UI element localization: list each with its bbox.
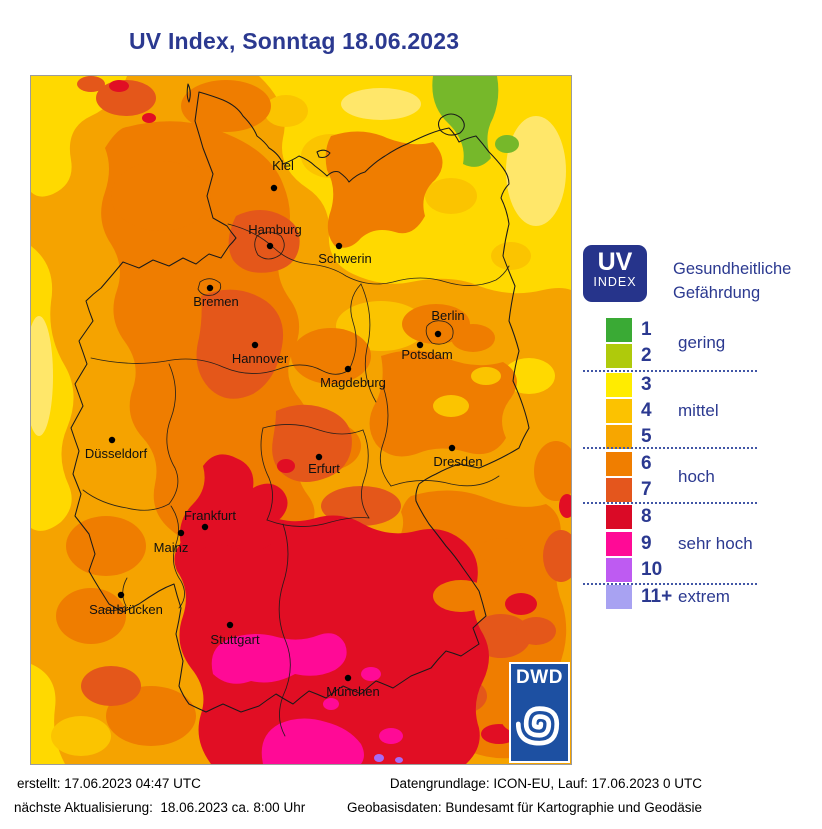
dwd-logo-text: DWD [516,667,563,688]
city-label: München [326,684,379,699]
legend-row: 1 [606,318,652,342]
legend-value: 2 [641,345,652,366]
legend-row: 5 [606,425,652,449]
city-dot [270,184,278,192]
city-markers: Kiel Hamburg Schwerin Bremen Berlin Pots… [85,158,483,699]
uv-field-islands [51,244,501,756]
city-label: Mainz [154,540,189,555]
dwd-logo: DWD [509,662,570,763]
city-label: Schwerin [318,251,371,266]
legend-swatch [606,318,632,342]
legend-row: 8 [606,505,652,529]
legend-value: 3 [641,374,652,395]
city-label: Saarbrücken [89,602,163,617]
city-dot [226,621,234,629]
city-label: Potsdam [401,347,452,362]
city-label: Dresden [433,454,482,469]
legend-swatch [606,452,632,476]
legend-value: 5 [641,426,652,447]
legend-value: 7 [641,479,652,500]
legend-value: 8 [641,506,652,527]
legend-row: 6 [606,452,652,476]
city-dot [108,436,116,444]
legend-row: 9 [606,532,652,556]
footer-geo-source: Geobasisdaten: Bundesamt für Kartographi… [347,800,702,815]
legend-heading-line1: Gesundheitliche [673,260,792,278]
uv-field-violet [374,754,403,763]
city-label: Berlin [431,308,464,323]
legend-swatch [606,373,632,397]
legend-swatch [606,478,632,502]
legend-value: 4 [641,400,652,421]
legend-value: 9 [641,533,652,554]
legend-value: 11+ [641,586,673,607]
city-dot [344,674,352,682]
uv-field-svg: Kiel Hamburg Schwerin Bremen Berlin Pots… [31,76,571,764]
legend-row: 11+ [606,585,672,609]
city-dot [434,330,442,338]
legend-heading: Gesundheitliche Gefährdung [673,257,791,305]
legend-value: 1 [641,319,652,340]
legend-swatch [606,505,632,529]
legend-heading-line2: Gefährdung [673,284,761,302]
legend-separator [583,583,757,585]
legend-row: 2 [606,344,652,368]
legend-category: mittel [678,401,719,420]
footer-data-source: Datengrundlage: ICON-EU, Lauf: 17.06.202… [389,776,702,791]
uv-field-green [432,76,519,167]
city-label: Hamburg [248,222,301,237]
city-label: Bremen [193,294,239,309]
legend-swatch [606,344,632,368]
uv-badge-top: UV [597,248,633,276]
legend-swatch [606,532,632,556]
legend-swatch [606,399,632,423]
city-label: Kiel [272,158,294,173]
legend-swatch [606,585,632,609]
legend-swatch [606,425,632,449]
germany-border [70,83,530,713]
city-label: Magdeburg [320,375,386,390]
legend-value: 6 [641,453,652,474]
uv-legend: UV INDEX Gesundheitliche Gefährdung 1 2 … [583,245,798,625]
footer-next-update: nächste Aktualisierung: 18.06.2023 ca. 8… [14,800,306,815]
legend-swatch [606,558,632,582]
legend-category: gering [678,333,726,352]
city-dot [335,242,343,250]
legend-row: 10 [606,558,662,582]
city-dot [177,529,185,537]
state-borders [82,223,510,737]
footer-created: erstellt: 17.06.2023 04:47 UTC [17,776,201,791]
city-label: Düsseldorf [85,446,148,461]
legend-value: 10 [641,559,663,580]
city-dot [251,341,259,349]
legend-category: hoch [678,467,715,486]
city-dot [266,242,274,250]
legend-separator [583,370,757,372]
uv-index-badge: UV INDEX [583,245,647,302]
city-label: Stuttgart [210,632,260,647]
page-title: UV Index, Sonntag 18.06.2023 [129,28,460,54]
city-dot [448,444,456,452]
legend-separator [583,447,757,449]
legend-row: 3 [606,373,652,397]
city-dot [117,591,125,599]
city-dot [416,341,424,349]
city-label: Erfurt [308,461,340,476]
legend-separator [583,502,757,504]
uv-map: Kiel Hamburg Schwerin Bremen Berlin Pots… [30,75,572,765]
uv-badge-bottom: INDEX [593,275,637,289]
city-dot [315,453,323,461]
city-dot [344,365,352,373]
city-dot [201,523,209,531]
legend-category: sehr hoch [678,534,753,553]
uv-field-magenta [211,633,403,764]
uv-field-bright [31,88,566,436]
legend-row: 7 [606,478,652,502]
legend-category: extrem [678,587,730,606]
city-label: Hannover [232,351,289,366]
legend-row: 4 [606,399,652,423]
dwd-spiral-icon [515,706,560,746]
city-label: Frankfurt [184,508,236,523]
city-dot [206,284,214,292]
